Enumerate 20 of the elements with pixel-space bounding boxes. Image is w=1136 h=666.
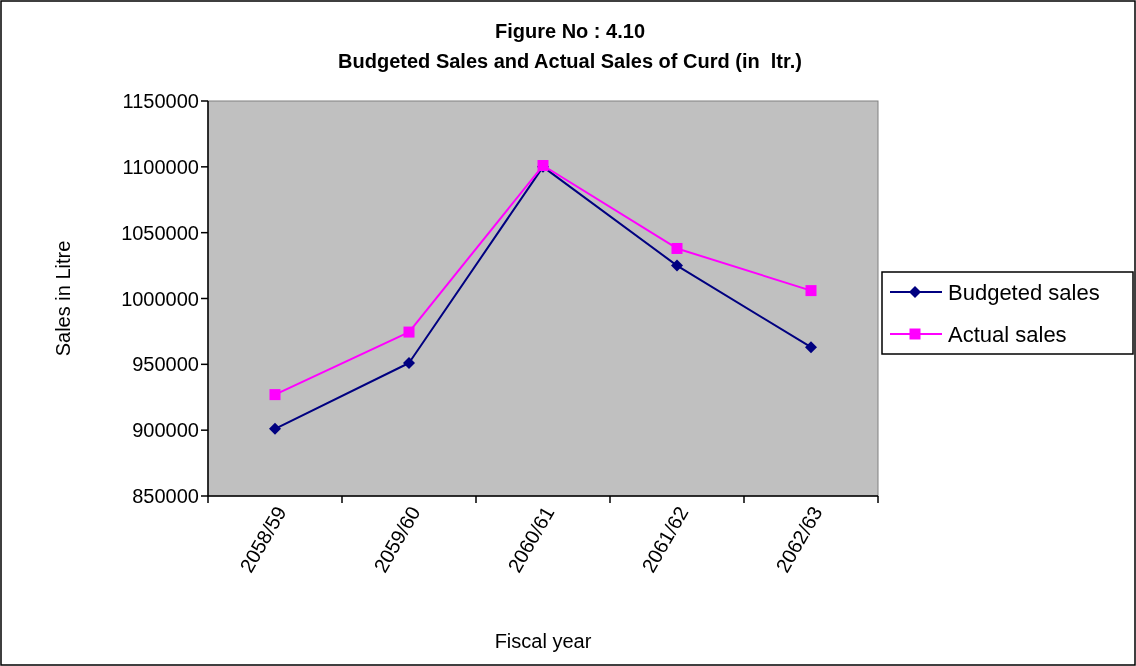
y-tick-label: 1150000 xyxy=(122,90,199,112)
y-tick-label: 1100000 xyxy=(122,155,199,178)
point xyxy=(671,242,683,254)
y-tick-label: 950000 xyxy=(132,353,199,376)
y-tick-label: 850000 xyxy=(132,485,199,507)
legend-label: Actual sales xyxy=(948,321,1067,347)
chart-title: Figure No : 4.10 Budgeted Sales and Actual Sales of Curd (in ltr.) xyxy=(338,20,802,72)
y-tick-label: 900000 xyxy=(132,419,199,442)
y-axis-title: Sales in Litre xyxy=(52,240,74,357)
x-axis-title: Fiscal year xyxy=(494,630,592,652)
point xyxy=(403,326,415,338)
y-tick-label: 1000000 xyxy=(121,287,199,310)
point xyxy=(805,285,817,297)
point xyxy=(805,341,817,354)
point xyxy=(671,259,683,272)
y-tick-label: 1050000 xyxy=(121,221,199,244)
point xyxy=(403,357,415,370)
point xyxy=(269,389,281,401)
legend-label: Budgeted sales xyxy=(948,279,1100,305)
point xyxy=(269,422,281,435)
